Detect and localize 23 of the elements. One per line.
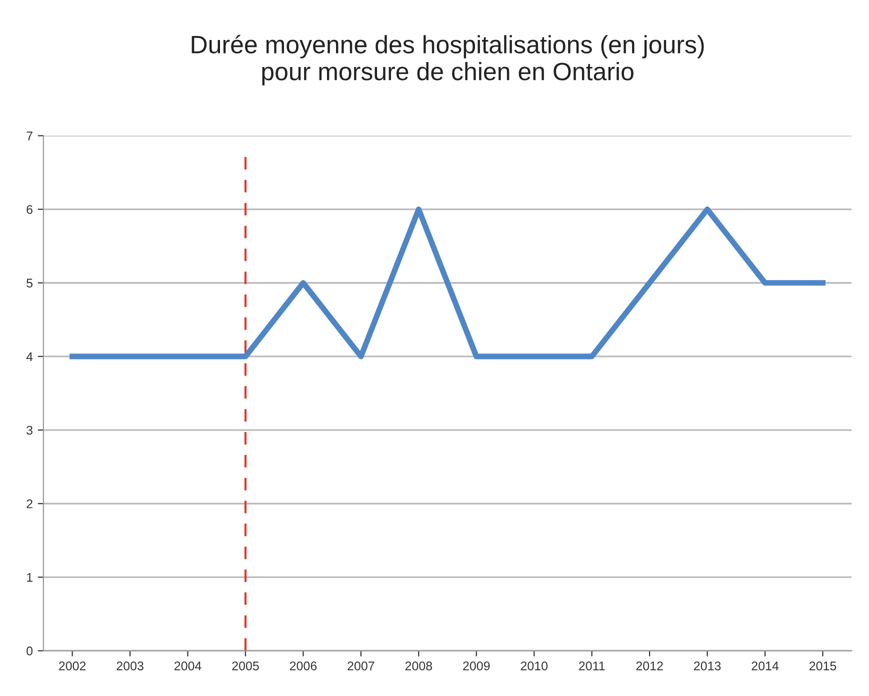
x-tick-label: 2013 <box>694 662 721 670</box>
x-tick-label: 2015 <box>809 662 836 670</box>
x-tick-label: 2006 <box>290 662 317 670</box>
x-tick-label: 2011 <box>579 662 605 670</box>
x-tick-label: 2005 <box>232 662 259 670</box>
x-tick-label: 2012 <box>636 662 663 670</box>
y-tick-label: 1 <box>27 573 32 582</box>
x-tick-label: 2007 <box>348 662 374 670</box>
x-tick-label: 2003 <box>116 662 144 670</box>
y-tick-label: 4 <box>26 352 33 361</box>
x-tick-label: 2010 <box>520 662 548 670</box>
chart-title: Durée moyenne des hospitalisations (en jours) pour morsure de chien en Ontario <box>192 34 704 86</box>
x-tick-label: 2014 <box>752 662 779 670</box>
x-tick-label: 2004 <box>174 662 202 670</box>
y-tick-label: 7 <box>26 132 32 140</box>
y-tick-label: 2 <box>26 499 32 508</box>
x-tick-label: 2008 <box>405 662 432 670</box>
x-tick-label: 2002 <box>59 662 86 670</box>
x-tick-label: 2009 <box>463 662 490 670</box>
y-tick-label: 3 <box>26 426 32 435</box>
y-tick-label: 5 <box>26 278 33 288</box>
y-tick-label: 0 <box>26 646 33 656</box>
y-tick-label: 6 <box>26 205 32 214</box>
